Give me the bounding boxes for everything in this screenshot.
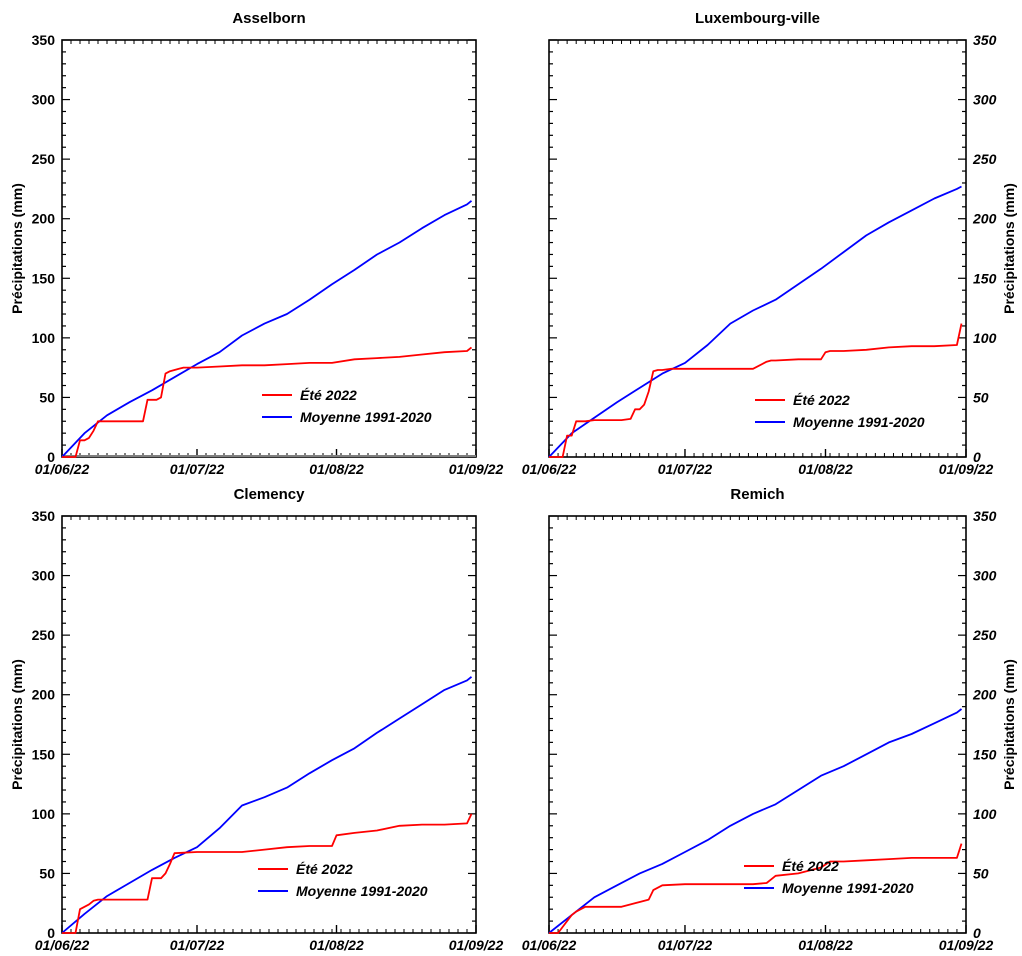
- chart-title: Asselborn: [232, 10, 305, 27]
- legend-label: Été 2022: [300, 387, 357, 403]
- x-tick-label: 01/07/22: [170, 937, 225, 953]
- y-tick-label: 300: [973, 568, 997, 584]
- legend-label: Moyenne 1991-2020: [300, 409, 432, 425]
- x-tick-label: 01/09/22: [449, 937, 504, 953]
- y-tick-label: 200: [32, 687, 56, 703]
- y-axis-label: Précipitations (mm): [1001, 183, 1017, 314]
- chart-panel-2: Luxembourg-ville 0 50 100 150 200 250 300 350 01/…: [522, 10, 1017, 477]
- y-tick-label: 300: [32, 92, 56, 108]
- series-line-ete-2022: [549, 843, 963, 934]
- plot-frame: [61, 515, 477, 934]
- y-axis-label: Précipitations (mm): [1001, 659, 1017, 790]
- legend-label: Moyenne 1991-2020: [793, 414, 925, 430]
- y-tick-label: 100: [973, 330, 997, 346]
- chart-panel-1: Asselborn 0 50 100 150 200 250 300 350 01/06/22 01…: [9, 10, 503, 477]
- series-line-ete-2022: [549, 323, 963, 458]
- chart-panel-4: Remich 0 50 100 150 200 250 300 350 01/06/22 01/07…: [522, 486, 1017, 953]
- series-line-ete-2022: [62, 346, 473, 458]
- y-tick-label: 200: [972, 687, 997, 703]
- y-tick-label: 350: [32, 32, 56, 48]
- x-tick-label: 01/09/22: [939, 937, 994, 953]
- chart-title: Clemency: [234, 486, 306, 503]
- x-tick-label: 01/07/22: [658, 937, 713, 953]
- y-tick-label: 150: [32, 746, 56, 762]
- y-tick-label: 0: [973, 925, 981, 941]
- y-tick-label: 250: [32, 627, 56, 643]
- legend-label: Été 2022: [782, 858, 839, 874]
- legend-label: Moyenne 1991-2020: [296, 883, 428, 899]
- y-tick-label: 350: [973, 508, 997, 524]
- y-tick-label: 250: [32, 151, 56, 167]
- y-tick-label: 100: [32, 806, 56, 822]
- chart-title: Remich: [730, 486, 784, 503]
- y-tick-label: 150: [973, 270, 997, 286]
- y-tick-label: 150: [973, 746, 997, 762]
- series-line-moyenne: [61, 676, 473, 934]
- y-tick-label: 300: [973, 92, 997, 108]
- y-tick-label: 50: [39, 865, 55, 881]
- chart-title: Luxembourg-ville: [695, 10, 820, 27]
- y-tick-label: 50: [973, 865, 989, 881]
- plot-frame: [548, 39, 967, 458]
- chart-panel-3: Clemency 0 50 100 150 200 250 300 350 01/06/22 01/…: [9, 486, 503, 953]
- y-tick-label: 0: [47, 449, 55, 465]
- plot-frame: [548, 515, 967, 934]
- x-tick-label: 01/07/22: [658, 461, 713, 477]
- legend-label: Été 2022: [296, 861, 353, 877]
- series-line-moyenne: [548, 185, 962, 458]
- x-tick-label: 01/08/22: [798, 461, 853, 477]
- y-axis-label: Précipitations (mm): [9, 183, 25, 314]
- y-tick-label: 0: [47, 925, 55, 941]
- y-tick-label: 100: [32, 330, 56, 346]
- legend-label: Été 2022: [793, 392, 850, 408]
- y-tick-label: 250: [972, 627, 997, 643]
- x-tick-label: 01/08/22: [309, 461, 364, 477]
- y-tick-label: 0: [973, 449, 981, 465]
- series-line-ete-2022: [62, 813, 473, 934]
- y-tick-label: 100: [973, 806, 997, 822]
- x-tick-label: 01/06/22: [522, 461, 577, 477]
- y-axis-label: Précipitations (mm): [9, 659, 25, 790]
- series-line-moyenne: [548, 708, 963, 934]
- y-tick-label: 50: [39, 389, 55, 405]
- y-tick-label: 50: [973, 389, 989, 405]
- x-tick-label: 01/08/22: [309, 937, 364, 953]
- y-tick-label: 300: [32, 568, 56, 584]
- x-tick-label: 01/09/22: [449, 461, 504, 477]
- x-tick-label: 01/06/22: [522, 937, 577, 953]
- x-tick-label: 01/09/22: [939, 461, 994, 477]
- legend-label: Moyenne 1991-2020: [782, 880, 914, 896]
- y-tick-label: 250: [972, 151, 997, 167]
- x-tick-label: 01/07/22: [170, 461, 225, 477]
- x-tick-label: 01/06/22: [35, 937, 90, 953]
- y-tick-label: 200: [32, 211, 56, 227]
- y-tick-label: 350: [973, 32, 997, 48]
- y-tick-label: 350: [32, 508, 56, 524]
- x-tick-label: 01/08/22: [798, 937, 853, 953]
- series-line-moyenne: [61, 200, 473, 458]
- x-tick-label: 01/06/22: [35, 461, 90, 477]
- y-tick-label: 150: [32, 270, 56, 286]
- y-tick-label: 200: [972, 211, 997, 227]
